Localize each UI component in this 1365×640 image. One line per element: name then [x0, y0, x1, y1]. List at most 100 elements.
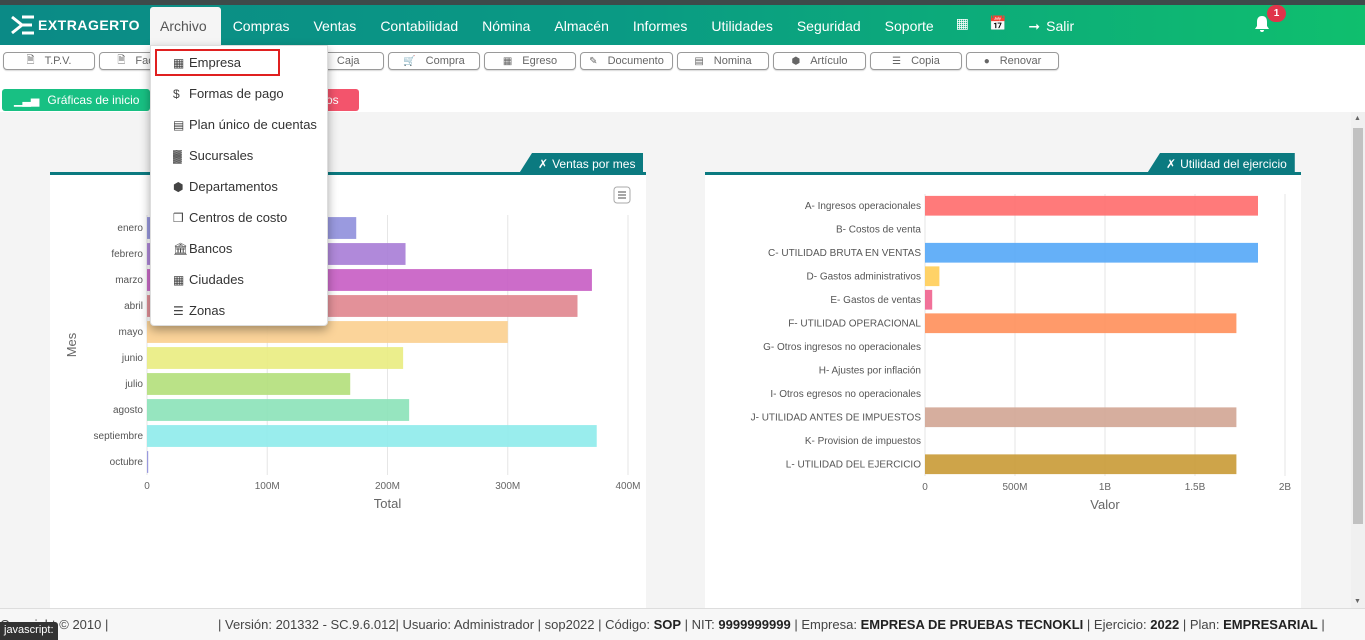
menu-item-sucursales[interactable]: ▓ Sucursales [151, 140, 329, 171]
status-footer: Copyright © 2010 | | Versión: 201332 - S… [0, 608, 1365, 640]
menu-item-label: Empresa [189, 55, 242, 70]
compra-label: Compra [425, 55, 465, 67]
y-tick-label: mayo [119, 327, 144, 338]
calendar-icon[interactable]: 📅 [988, 15, 1007, 31]
ventas-chart: 0 100M 200M 300M 400M enero febrero marzo abril m… [64, 186, 641, 511]
scrollbar-thumb[interactable] [1353, 128, 1363, 524]
sign-out-icon: ➞ [1028, 18, 1041, 34]
logo-mark-icon [11, 15, 34, 35]
menu-item-departamentos[interactable]: ⬢ Departamentos [151, 171, 329, 202]
money-icon: ▦ [502, 55, 513, 67]
menu-contabilidad[interactable]: Contabilidad [380, 18, 459, 34]
tpv-button[interactable]: 🗎 T.P.V. [3, 52, 95, 70]
version-text: | Versión: 201332 - SC.9.6.012| Usuario:… [218, 617, 650, 632]
ejercicio-label: | Ejercicio: [1086, 617, 1147, 632]
bar-chart-icon: ▁▃▅ [14, 94, 40, 107]
logout-button[interactable]: ➞ Salir [1016, 7, 1086, 45]
y-tick-label: abril [124, 301, 143, 312]
tab-other-label: os [326, 93, 339, 107]
y-tick-label: J- UTILIDAD ANTES DE IMPUESTOS [751, 412, 922, 423]
y-tick-label: H- Ajustes por inflación [819, 365, 921, 376]
y-tick-label: marzo [115, 275, 143, 286]
compress-icon: ✗ [538, 157, 549, 171]
bar-5 [925, 313, 1237, 334]
bar-4 [925, 289, 933, 310]
tab-charts[interactable]: ▁▃▅ Gráficas de inicio [2, 89, 150, 111]
copia-button[interactable]: ☰ Copia [870, 52, 962, 70]
bar-2 [925, 242, 1258, 263]
bar-6 [147, 373, 351, 395]
menu-nomina[interactable]: Nómina [482, 18, 531, 34]
documento-button[interactable]: ✎ Documento [580, 52, 673, 70]
file-icon: 🗎 [117, 54, 126, 66]
calculator-icon[interactable]: ▦ [955, 15, 969, 31]
compress-icon: ✗ [1166, 157, 1177, 171]
building-icon: ▦ [173, 56, 185, 70]
y-tick-label: enero [117, 223, 143, 234]
y-axis-title: Mes [64, 332, 79, 357]
x-tick-label: 2B [1279, 482, 1292, 493]
menu-ventas[interactable]: Ventas [313, 18, 357, 34]
menu-item-formas-pago[interactable]: $ Formas de pago [151, 78, 329, 109]
bell-icon[interactable] [1252, 14, 1272, 39]
dollar-icon: $ [173, 87, 180, 101]
cart-icon: 🛒 [403, 55, 416, 67]
y-tick-label: agosto [113, 405, 143, 416]
menu-item-empresa[interactable]: ▦ Empresa [151, 47, 329, 78]
file-icon: 🗎 [26, 54, 35, 66]
egreso-button[interactable]: ▦ Egreso [484, 52, 576, 70]
renovar-button[interactable]: ● Renovar [966, 52, 1059, 70]
menu-utilidades[interactable]: Utilidades [711, 18, 773, 34]
footer-info: | Versión: 201332 - SC.9.6.012| Usuario:… [218, 617, 1325, 632]
articulo-button[interactable]: ⬢ Artículo [773, 52, 866, 70]
empresa-value: EMPRESA DE PRUEBAS TECNOKLI [860, 617, 1084, 632]
y-tick-label: L- UTILIDAD DEL EJERCICIO [786, 459, 921, 470]
highlight-box [155, 49, 280, 76]
user-circle-icon: ● [983, 55, 990, 67]
page-scrollbar[interactable]: ▲ ▼ [1351, 112, 1365, 608]
y-tick-label: G- Otros ingresos no operacionales [763, 342, 921, 353]
menu-compras[interactable]: Compras [232, 18, 290, 34]
menu-item-ciudades[interactable]: ▦ Ciudades [151, 264, 329, 295]
documento-label: Documento [607, 55, 664, 67]
database-icon: ☰ [892, 55, 902, 67]
menu-item-plan-cuentas[interactable]: ▤ Plan único de cuentas [151, 109, 329, 140]
menu-archivo[interactable]: Archivo [150, 7, 221, 45]
menu-almacen[interactable]: Almacén [554, 18, 609, 34]
plan-end: | [1321, 617, 1325, 632]
ventas-panel: 0 100M 200M 300M 400M enero febrero marzo abril m… [50, 172, 646, 608]
menu-item-bancos[interactable]: 🏛 Bancos [151, 233, 329, 264]
y-tick-label: C- UTILIDAD BRUTA EN VENTAS [768, 248, 921, 259]
window-top-edge [0, 0, 1365, 5]
codigo-value: SOP [653, 617, 682, 632]
plan-value: EMPRESARIAL [1223, 617, 1318, 632]
menu-item-centros-costo[interactable]: ❒ Centros de costo [151, 202, 329, 233]
copia-label: Copia [911, 55, 940, 67]
menu-item-label: Bancos [189, 241, 233, 256]
y-tick-label: D- Gastos administrativos [807, 271, 921, 282]
bank-icon: 🏛 [173, 242, 189, 256]
app-logo[interactable]: EXTRAGERTO [10, 14, 140, 36]
nomina-button[interactable]: ▤ Nomina [677, 52, 769, 70]
menu-item-zonas[interactable]: ☰ Zonas [151, 295, 329, 326]
status-tooltip: javascript: [0, 622, 58, 640]
x-axis-title: Total [374, 496, 402, 511]
scroll-down-icon[interactable]: ▼ [1354, 598, 1361, 605]
y-tick-label: febrero [111, 249, 143, 260]
bar-9 [925, 407, 1237, 428]
x-tick-label: 0 [144, 481, 150, 492]
cubes-icon: ❒ [173, 211, 184, 225]
bar-8 [147, 425, 597, 447]
scroll-up-icon[interactable]: ▲ [1354, 115, 1361, 122]
menu-soporte[interactable]: Soporte [884, 18, 934, 34]
menu-seguridad[interactable]: Seguridad [796, 18, 861, 34]
utilidad-chart: 0 500M 1B 1.5B 2B A- Ingresos operacionales B-… [751, 194, 1292, 512]
menu-item-label: Zonas [189, 303, 226, 318]
utilidad-panel: 0 500M 1B 1.5B 2B A- Ingresos operacionales B-… [705, 172, 1301, 608]
menu-informes[interactable]: Informes [632, 18, 688, 34]
cube-icon: ⬢ [791, 55, 801, 67]
compra-button[interactable]: 🛒 Compra [388, 52, 480, 70]
renovar-label: Renovar [999, 55, 1042, 67]
menu-item-label: Formas de pago [189, 86, 284, 101]
city-icon: ▦ [173, 273, 185, 287]
